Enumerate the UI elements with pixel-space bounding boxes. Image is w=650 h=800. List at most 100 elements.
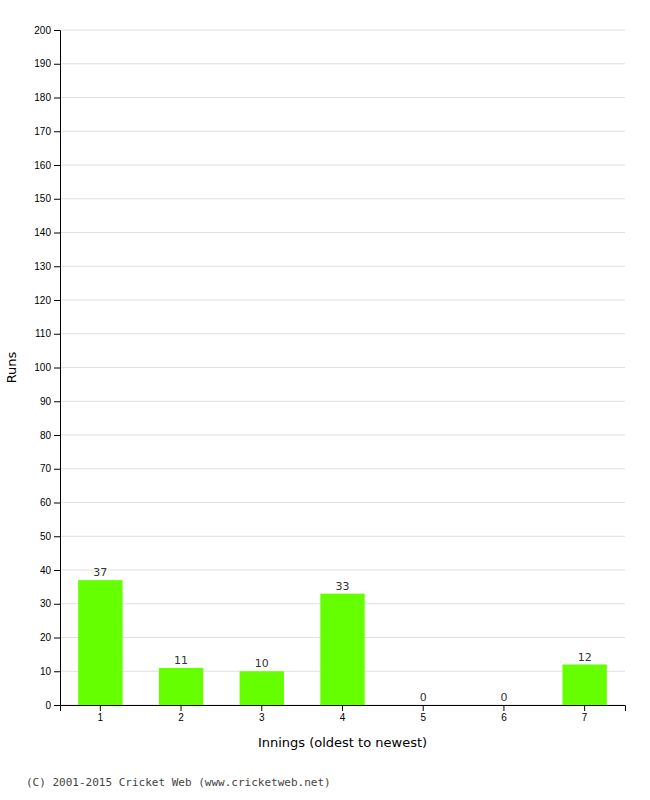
y-tick: 110 xyxy=(35,328,60,339)
grid-line xyxy=(60,165,625,166)
grid-line xyxy=(60,300,625,301)
y-tick-label: 70 xyxy=(40,463,52,474)
y-tick-mark xyxy=(54,435,60,436)
y-tick-mark xyxy=(54,30,60,31)
y-tick: 50 xyxy=(40,531,60,542)
y-tick-mark xyxy=(54,98,60,99)
data-label: 37 xyxy=(93,566,107,579)
y-tick-label: 30 xyxy=(40,598,52,609)
plot-area: 3711103300121234567010203040506070809010… xyxy=(34,25,625,723)
y-axis: 0102030405060708090100110120130140150160… xyxy=(34,25,60,711)
grid-line xyxy=(60,97,625,98)
y-tick: 130 xyxy=(34,261,60,272)
chart-container: 3711103300121234567010203040506070809010… xyxy=(0,0,650,800)
grid-line xyxy=(60,63,625,64)
bar xyxy=(562,665,606,706)
y-tick: 160 xyxy=(34,160,60,171)
y-tick-mark xyxy=(54,570,60,571)
y-tick-label: 10 xyxy=(40,666,52,677)
grid xyxy=(60,30,625,705)
y-tick-label: 190 xyxy=(34,58,51,69)
data-label: 11 xyxy=(174,654,188,667)
x-tick: 3 xyxy=(259,705,265,723)
grid-line xyxy=(60,435,625,436)
y-tick-label: 120 xyxy=(34,295,51,306)
y-tick: 0 xyxy=(45,700,60,711)
y-tick: 100 xyxy=(34,362,60,373)
chart-svg: 3711103300121234567010203040506070809010… xyxy=(0,0,650,800)
grid-line xyxy=(60,502,625,503)
x-tick: 7 xyxy=(582,705,588,723)
grid-line xyxy=(60,131,625,132)
data-label: 12 xyxy=(578,651,592,664)
y-tick-mark xyxy=(54,266,60,267)
bar xyxy=(401,705,445,706)
x-tick-mark xyxy=(100,705,101,711)
y-tick-label: 20 xyxy=(40,632,52,643)
x-tick-label: 2 xyxy=(178,712,184,723)
x-tick: 4 xyxy=(340,705,346,723)
footnote: (C) 2001-2015 Cricket Web (www.cricketwe… xyxy=(26,776,331,789)
x-tick-mark xyxy=(181,705,182,711)
y-tick-label: 90 xyxy=(40,396,52,407)
y-tick-mark xyxy=(54,131,60,132)
x-tick: 1 xyxy=(98,705,104,723)
grid-line xyxy=(60,30,625,31)
x-tick-label: 3 xyxy=(259,712,265,723)
grid-line xyxy=(60,468,625,469)
y-tick: 60 xyxy=(40,497,60,508)
x-tick-mark xyxy=(342,705,343,711)
y-tick-label: 0 xyxy=(45,700,51,711)
x-tick-mark xyxy=(503,705,504,711)
grid-line xyxy=(60,401,625,402)
bars xyxy=(78,580,607,705)
y-tick-mark xyxy=(54,503,60,504)
grid-line xyxy=(60,570,625,571)
x-axis-title: Innings (oldest to newest) xyxy=(258,735,427,750)
y-tick-label: 200 xyxy=(34,25,51,36)
y-tick-label: 100 xyxy=(34,362,51,373)
grid-line xyxy=(60,367,625,368)
y-tick: 90 xyxy=(40,396,60,407)
y-axis-line xyxy=(54,31,61,706)
y-tick: 30 xyxy=(40,598,60,609)
x-tick-label: 7 xyxy=(582,712,588,723)
y-tick: 40 xyxy=(40,565,60,576)
grid-line xyxy=(60,536,625,537)
x-tick-label: 1 xyxy=(98,712,104,723)
y-tick: 20 xyxy=(40,632,60,643)
y-tick-label: 60 xyxy=(40,497,52,508)
y-tick: 120 xyxy=(34,295,60,306)
y-axis-title: Runs xyxy=(4,351,19,383)
y-tick-label: 130 xyxy=(34,261,51,272)
grid-line xyxy=(60,198,625,199)
data-label: 0 xyxy=(500,691,507,704)
bar xyxy=(78,580,122,705)
y-tick-label: 40 xyxy=(40,565,52,576)
x-tick: 5 xyxy=(420,705,426,723)
y-tick-mark xyxy=(54,199,60,200)
x-axis: 1 2 3 4 5 6 7 xyxy=(61,705,626,723)
y-tick-label: 150 xyxy=(34,193,51,204)
grid-line xyxy=(60,333,625,334)
y-tick-label: 110 xyxy=(35,328,51,339)
y-tick-mark xyxy=(54,536,60,537)
y-tick-label: 140 xyxy=(34,227,51,238)
bar xyxy=(320,594,364,705)
x-tick-label: 4 xyxy=(340,712,346,723)
y-tick: 200 xyxy=(34,25,60,36)
y-tick: 150 xyxy=(34,193,60,204)
grid-line xyxy=(60,232,625,233)
x-tick-mark xyxy=(423,705,424,711)
y-tick-label: 170 xyxy=(34,126,51,137)
y-tick-mark xyxy=(54,165,60,166)
x-tick-label: 5 xyxy=(420,712,426,723)
bar xyxy=(482,705,526,706)
y-tick-mark xyxy=(54,469,60,470)
y-tick-mark xyxy=(54,368,60,369)
x-tick-label: 6 xyxy=(501,712,507,723)
data-label: 10 xyxy=(255,657,269,670)
y-tick: 140 xyxy=(34,227,60,238)
y-tick-mark xyxy=(54,604,60,605)
y-tick-label: 50 xyxy=(40,531,52,542)
